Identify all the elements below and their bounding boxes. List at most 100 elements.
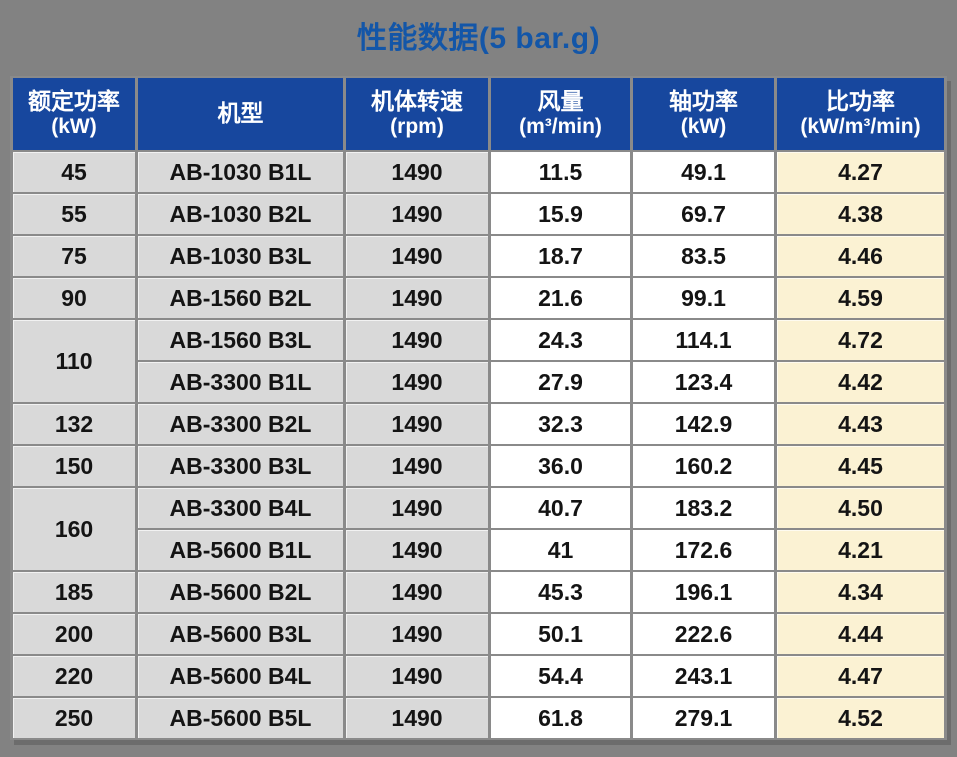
header-shaft-power: 轴功率 (kW) (633, 78, 774, 150)
table-row: 250 AB-5600 B5L 1490 61.8 279.1 4.52 (13, 698, 944, 738)
table-body: 45 AB-1030 B1L 1490 11.5 49.1 4.27 55 AB-1030 B… (13, 152, 944, 738)
shaft-power-cell: 69.7 (633, 194, 774, 234)
model-cell: AB-1560 B3L (138, 320, 343, 360)
table-row: 110 AB-1560 B3L 1490 24.3 114.1 4.72 (13, 320, 944, 402)
shaft-power-cell: 142.9 (633, 404, 774, 444)
model-cell: AB-5600 B2L (138, 572, 343, 612)
rated-power-cell: 185 (13, 572, 135, 612)
shaft-power-cell: 83.5 (633, 236, 774, 276)
table-row: 160 AB-3300 B4L 1490 40.7 183.2 4.50 (13, 488, 944, 570)
speed-cell: 1490 (346, 152, 488, 192)
model-cell: AB-5600 B5L (138, 698, 343, 738)
shaft-power-cell: 49.1 (633, 152, 774, 192)
header-rated-power: 额定功率 (kW) (13, 78, 135, 150)
specific-power-cell: 4.43 (777, 404, 944, 444)
specific-power-cell: 4.45 (777, 446, 944, 486)
model-cell: AB-3300 B3L (138, 446, 343, 486)
shaft-power-cell: 99.1 (633, 278, 774, 318)
air-flow-cell: 11.5 (491, 152, 630, 192)
air-flow-cell: 61.8 (491, 698, 630, 738)
rated-power-cell: 75 (13, 236, 135, 276)
table-row: 185 AB-5600 B2L 1490 45.3 196.1 4.34 (13, 572, 944, 612)
specific-power-cell: 4.34 (777, 572, 944, 612)
air-flow-cell: 40.7 (491, 488, 630, 528)
page: { "page": { "title": "性能数据(5 bar.g)" }, … (0, 13, 957, 757)
specific-power-cell: 4.21 (777, 530, 944, 570)
specific-power-cell: 4.59 (777, 278, 944, 318)
rated-power-cell: 45 (13, 152, 135, 192)
model-cell: AB-3300 B1L (138, 362, 343, 402)
rated-power-cell: 90 (13, 278, 135, 318)
shaft-power-cell: 279.1 (633, 698, 774, 738)
performance-table: 额定功率 (kW) 机型 机体转速 (rpm) 风量 (m³/min) 轴功率 … (10, 76, 947, 740)
speed-cell: 1490 (346, 320, 488, 360)
header-model: 机型 (138, 78, 343, 150)
shaft-power-cell: 222.6 (633, 614, 774, 654)
header-specific-power: 比功率 (kW/m³/min) (777, 78, 944, 150)
table-row: 90 AB-1560 B2L 1490 21.6 99.1 4.59 (13, 278, 944, 318)
specific-power-cell: 4.50 (777, 488, 944, 528)
specific-power-cell: 4.72 (777, 320, 944, 360)
specific-power-cell: 4.44 (777, 614, 944, 654)
model-cell: AB-1030 B2L (138, 194, 343, 234)
table-row: AB-3300 B1L 1490 27.9 123.4 4.42 (13, 362, 944, 402)
shaft-power-cell: 183.2 (633, 488, 774, 528)
specific-power-cell: 4.38 (777, 194, 944, 234)
header-unit: (kW/m³/min) (800, 115, 921, 139)
model-cell: AB-1560 B2L (138, 278, 343, 318)
header-label: 风量 (537, 88, 584, 115)
specific-power-cell: 4.52 (777, 698, 944, 738)
rated-power-cell: 110 (13, 320, 135, 402)
rated-power-cell: 160 (13, 488, 135, 570)
page-title: 性能数据(5 bar.g) (356, 22, 601, 55)
air-flow-cell: 27.9 (491, 362, 630, 402)
speed-cell: 1490 (346, 656, 488, 696)
air-flow-cell: 54.4 (491, 656, 630, 696)
header-label: 比功率 (826, 88, 895, 115)
header-row: 额定功率 (kW) 机型 机体转速 (rpm) 风量 (m³/min) 轴功率 … (13, 78, 944, 150)
header-speed: 机体转速 (rpm) (346, 78, 488, 150)
model-cell: AB-5600 B4L (138, 656, 343, 696)
shaft-power-cell: 160.2 (633, 446, 774, 486)
rated-power-cell: 220 (13, 656, 135, 696)
shaft-power-cell: 172.6 (633, 530, 774, 570)
air-flow-cell: 45.3 (491, 572, 630, 612)
table-row: AB-5600 B1L 1490 41 172.6 4.21 (13, 530, 944, 570)
speed-cell: 1490 (346, 362, 488, 402)
air-flow-cell: 21.6 (491, 278, 630, 318)
air-flow-cell: 41 (491, 530, 630, 570)
header-unit: (kW) (680, 115, 727, 139)
table-row: 200 AB-5600 B3L 1490 50.1 222.6 4.44 (13, 614, 944, 654)
model-cell: AB-3300 B2L (138, 404, 343, 444)
specific-power-cell: 4.42 (777, 362, 944, 402)
air-flow-cell: 18.7 (491, 236, 630, 276)
air-flow-cell: 32.3 (491, 404, 630, 444)
speed-cell: 1490 (346, 404, 488, 444)
air-flow-cell: 24.3 (491, 320, 630, 360)
shaft-power-cell: 243.1 (633, 656, 774, 696)
rated-power-cell: 250 (13, 698, 135, 738)
header-unit: (rpm) (390, 115, 444, 139)
speed-cell: 1490 (346, 446, 488, 486)
model-cell: AB-5600 B1L (138, 530, 343, 570)
header-unit: (m³/min) (519, 115, 602, 139)
air-flow-cell: 15.9 (491, 194, 630, 234)
shaft-power-cell: 114.1 (633, 320, 774, 360)
air-flow-cell: 50.1 (491, 614, 630, 654)
table-row: 132 AB-3300 B2L 1490 32.3 142.9 4.43 (13, 404, 944, 444)
model-cell: AB-5600 B3L (138, 614, 343, 654)
header-label: 额定功率 (28, 88, 120, 115)
header-air-flow: 风量 (m³/min) (491, 78, 630, 150)
rated-power-cell: 132 (13, 404, 135, 444)
table-row: 220 AB-5600 B4L 1490 54.4 243.1 4.47 (13, 656, 944, 696)
model-cell: AB-3300 B4L (138, 488, 343, 528)
header-label: 机型 (217, 100, 264, 127)
specific-power-cell: 4.47 (777, 656, 944, 696)
model-cell: AB-1030 B1L (138, 152, 343, 192)
rated-power-cell: 55 (13, 194, 135, 234)
header-unit: (kW) (51, 115, 97, 139)
rated-power-cell: 150 (13, 446, 135, 486)
speed-cell: 1490 (346, 572, 488, 612)
rated-power-cell: 200 (13, 614, 135, 654)
air-flow-cell: 36.0 (491, 446, 630, 486)
